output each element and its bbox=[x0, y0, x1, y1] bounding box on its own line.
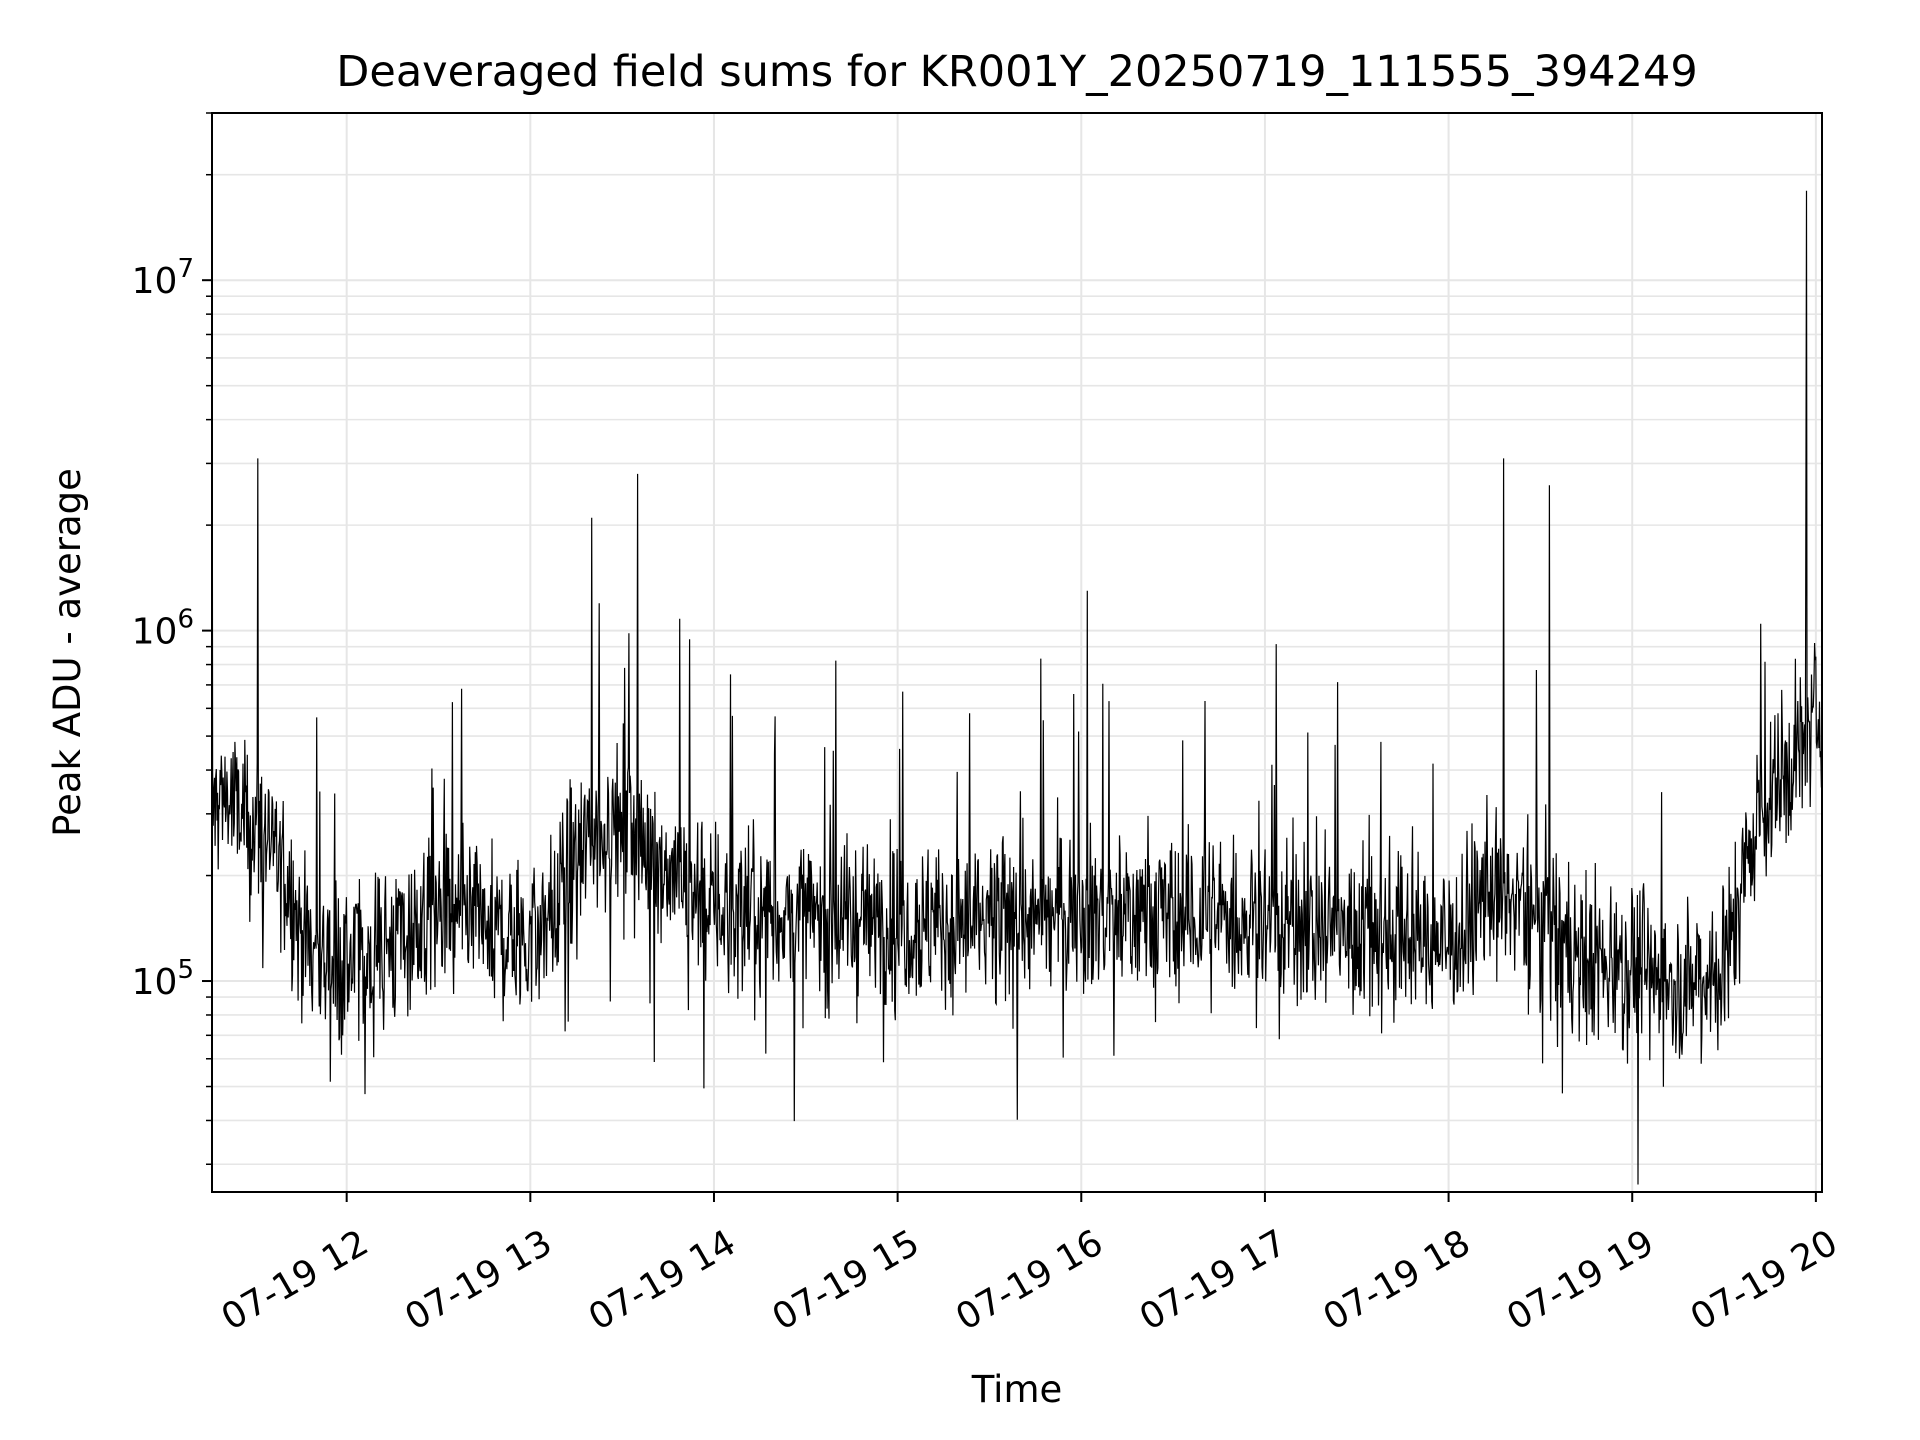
x-axis-label: Time bbox=[971, 1368, 1063, 1411]
y-axis-label: Peak ADU - average bbox=[46, 468, 89, 837]
plot-frame bbox=[211, 112, 1823, 1193]
y-tick-label: 106 bbox=[132, 605, 194, 653]
data-line bbox=[211, 160, 1823, 1185]
y-tick-label: 105 bbox=[132, 955, 194, 1003]
chart-title: Deaveraged field sums for KR001Y_2025071… bbox=[336, 47, 1698, 97]
series-group bbox=[211, 160, 1823, 1185]
y-tick-label: 107 bbox=[132, 254, 194, 302]
